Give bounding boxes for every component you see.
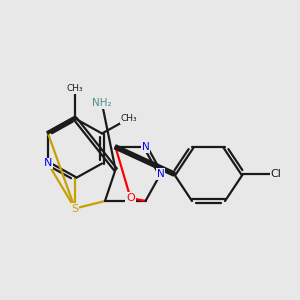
Text: N: N: [44, 158, 52, 169]
Text: NH₂: NH₂: [92, 98, 112, 109]
Text: Cl: Cl: [271, 169, 281, 179]
Text: CH₃: CH₃: [121, 114, 137, 123]
Text: O: O: [126, 193, 135, 203]
Text: N: N: [142, 142, 149, 152]
Text: N: N: [157, 169, 164, 179]
Text: S: S: [71, 203, 79, 214]
Text: CH₃: CH₃: [67, 84, 83, 93]
